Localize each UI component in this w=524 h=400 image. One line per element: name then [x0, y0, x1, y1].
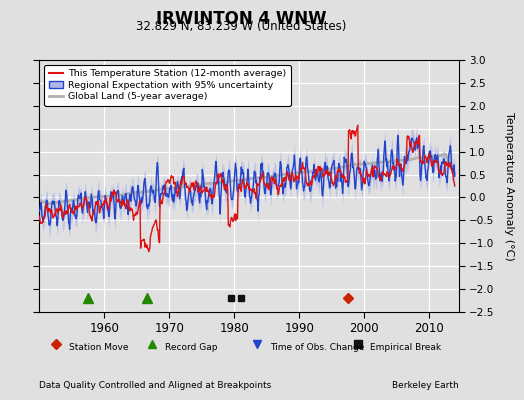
Text: 32.829 N, 83.239 W (United States): 32.829 N, 83.239 W (United States)	[136, 20, 346, 33]
Text: Record Gap: Record Gap	[165, 342, 217, 352]
Y-axis label: Temperature Anomaly (°C): Temperature Anomaly (°C)	[504, 112, 514, 260]
Text: Data Quality Controlled and Aligned at Breakpoints: Data Quality Controlled and Aligned at B…	[39, 381, 271, 390]
Text: Station Move: Station Move	[69, 342, 128, 352]
Text: IRWINTON 4 WNW: IRWINTON 4 WNW	[156, 10, 326, 28]
Legend: This Temperature Station (12-month average), Regional Expectation with 95% uncer: This Temperature Station (12-month avera…	[44, 65, 291, 106]
Text: Time of Obs. Change: Time of Obs. Change	[270, 342, 364, 352]
Text: Berkeley Earth: Berkeley Earth	[392, 381, 458, 390]
Text: Empirical Break: Empirical Break	[370, 342, 442, 352]
